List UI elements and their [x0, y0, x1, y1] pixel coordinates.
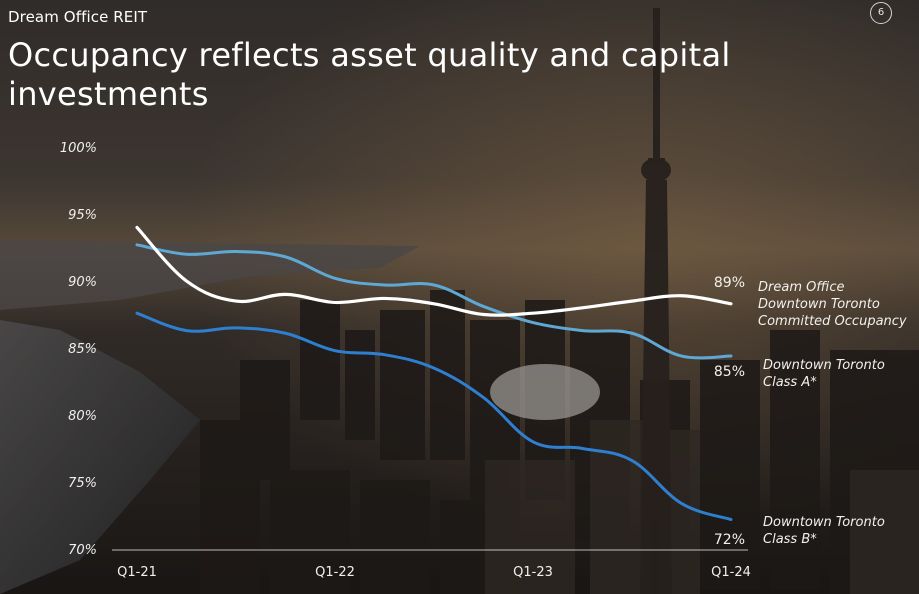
end-value-label-dream-office: 89%	[714, 275, 745, 291]
y-tick-label: 95%	[68, 208, 97, 223]
y-tick-label: 100%	[60, 141, 97, 156]
y-tick-label: 90%	[68, 275, 97, 290]
x-tick-label: Q1-23	[513, 565, 553, 580]
series-name-label-dream-office: Dream Office	[758, 280, 845, 295]
series-name-label-dream-office: Downtown Toronto	[758, 297, 880, 312]
series-name-label-class-a: Downtown Toronto	[763, 358, 885, 373]
x-tick-label: Q1-24	[711, 565, 751, 580]
series-name-label-class-b: Class B*	[763, 532, 817, 547]
series-name-label-dream-office: Committed Occupancy	[758, 314, 907, 329]
x-tick-label: Q1-22	[315, 565, 355, 580]
slide-title: Occupancy reflects asset quality and cap…	[8, 36, 731, 113]
series-name-label-class-b: Downtown Toronto	[763, 515, 885, 530]
brand-name: Dream Office REIT	[8, 8, 148, 26]
end-value-label-class-a: 85%	[714, 364, 745, 380]
series-line-class-b	[135, 311, 733, 522]
y-tick-label: 80%	[68, 409, 97, 424]
y-tick-label: 85%	[68, 342, 97, 357]
series-name-label-class-a: Class A*	[763, 375, 817, 390]
x-tick-label: Q1-21	[117, 565, 157, 580]
y-tick-label: 75%	[68, 476, 97, 491]
y-tick-label: 70%	[68, 543, 97, 558]
series-line-class-a	[135, 243, 733, 360]
end-value-label-class-b: 72%	[714, 532, 745, 548]
page-number-badge: 6	[870, 2, 892, 24]
series-line-dream-office	[135, 225, 733, 317]
